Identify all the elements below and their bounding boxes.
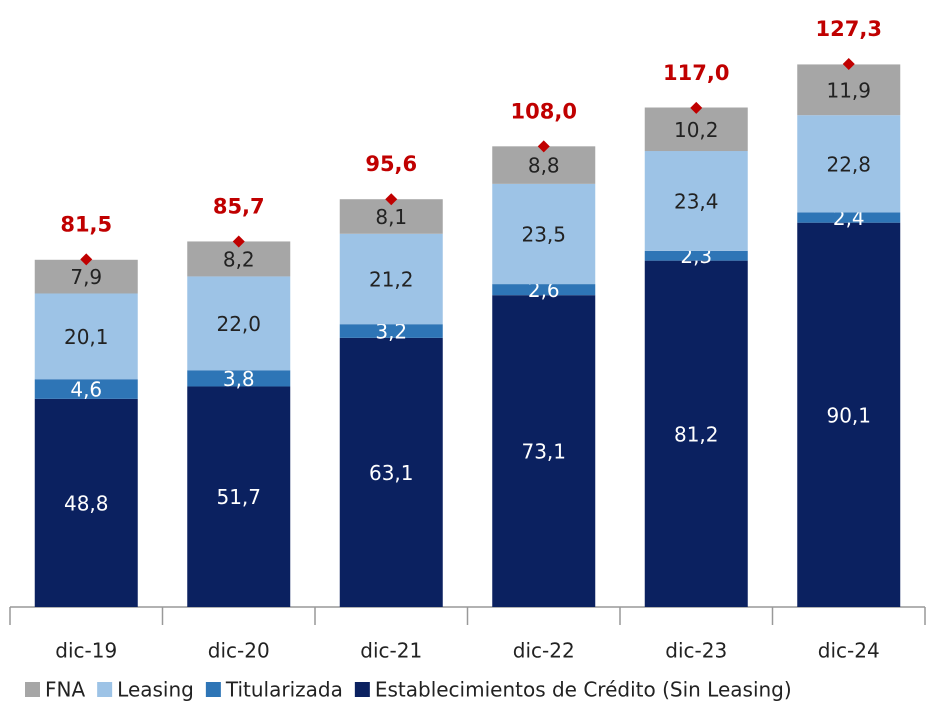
bar-segment	[34, 379, 138, 399]
total-label: 81,5	[60, 212, 112, 236]
x-tick-label: dic-22	[513, 639, 575, 663]
data-label: 3,8	[223, 367, 255, 391]
data-label: 63,1	[369, 461, 414, 485]
bar-segment	[797, 115, 901, 213]
bar-segment	[797, 64, 901, 116]
total-label: 95,6	[365, 152, 417, 176]
data-label: 7,9	[70, 265, 102, 289]
data-label: 73,1	[521, 440, 566, 464]
legend-label: FNA	[45, 678, 85, 702]
total-label: 85,7	[213, 194, 265, 218]
bar-segment	[492, 146, 596, 184]
bar-segment	[644, 250, 748, 261]
data-label: 22,0	[216, 312, 261, 336]
data-label: 8,8	[528, 154, 560, 178]
legend-label: Leasing	[117, 678, 194, 702]
total-marker	[842, 58, 855, 70]
x-tick-label: dic-19	[55, 639, 117, 663]
bar-segment	[34, 293, 138, 380]
bar-segment	[187, 276, 291, 371]
total-marker	[232, 235, 245, 248]
data-label: 11,9	[826, 78, 871, 102]
bar-segment	[644, 260, 748, 607]
bar-segment	[644, 151, 748, 251]
bar-segment	[339, 337, 443, 607]
data-label: 4,6	[70, 378, 102, 402]
data-label: 10,2	[674, 118, 719, 142]
data-label: 23,5	[521, 222, 566, 246]
legend-swatch	[354, 682, 370, 697]
bar-segment	[34, 398, 138, 607]
bar-segment	[492, 295, 596, 607]
bar-segment	[34, 259, 138, 294]
legend-swatch	[97, 682, 113, 697]
data-label: 8,1	[375, 205, 407, 229]
legend-swatch	[25, 682, 40, 697]
data-label: 51,7	[216, 485, 261, 509]
legend-label: Establecimientos de Crédito (Sin Leasing…	[375, 678, 792, 702]
total-label: 127,3	[816, 17, 882, 41]
bar-segment	[339, 324, 443, 338]
legend-label: Titularizada	[225, 678, 343, 702]
data-label: 22,8	[826, 152, 871, 176]
bar-segment	[797, 222, 901, 608]
total-label: 108,0	[511, 99, 577, 123]
bar-segment	[797, 212, 901, 223]
data-label: 48,8	[64, 491, 109, 515]
x-tick-label: dic-23	[665, 639, 727, 663]
total-marker	[690, 101, 703, 114]
total-marker	[537, 140, 550, 153]
total-label: 117,0	[663, 61, 729, 85]
data-label: 81,2	[674, 422, 719, 446]
bar-segment	[492, 183, 596, 285]
data-label: 21,2	[369, 267, 414, 291]
bar-segment	[492, 284, 596, 296]
bar-segment	[339, 233, 443, 325]
legend-swatch	[205, 682, 221, 697]
x-tick-label: dic-24	[818, 639, 880, 663]
data-label: 90,1	[826, 403, 871, 427]
data-label: 23,4	[674, 189, 719, 213]
total-marker	[385, 193, 398, 206]
bar-segment	[187, 386, 291, 607]
total-marker	[80, 253, 93, 266]
bar-segment	[187, 370, 291, 387]
data-label: 8,2	[223, 247, 255, 271]
bar-segment	[644, 107, 748, 152]
x-tick-label: dic-20	[208, 639, 270, 663]
x-tick-label: dic-21	[360, 639, 422, 663]
data-label: 20,1	[64, 325, 109, 349]
